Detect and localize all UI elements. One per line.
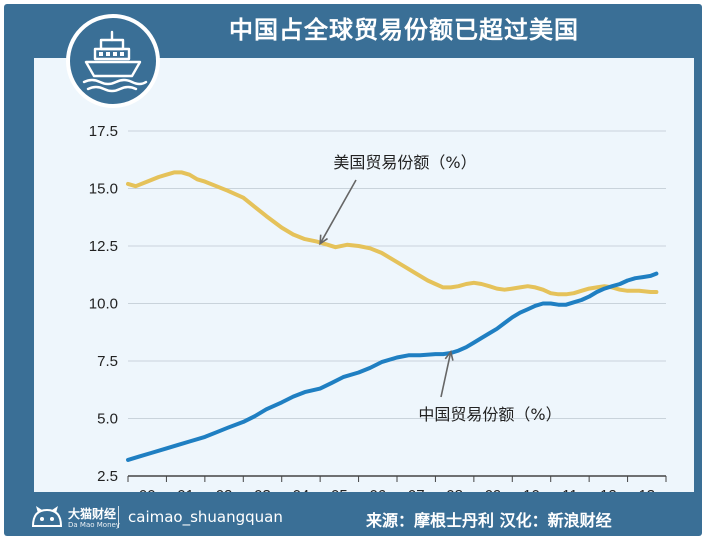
usa-share-line xyxy=(126,170,659,297)
x-tick-label: 08 xyxy=(446,487,463,492)
y-tick-label: 17.5 xyxy=(89,123,118,140)
x-tick-label: 11 xyxy=(562,487,578,492)
china-series-label: 中国贸易份额（%） xyxy=(418,405,561,424)
cat-logo-icon xyxy=(31,506,63,527)
y-tick-label: 12.5 xyxy=(89,238,118,255)
china-share-line xyxy=(126,271,659,462)
ship-icon xyxy=(82,30,148,93)
x-tick-label: 05 xyxy=(331,487,348,492)
x-tick-label: 13 xyxy=(638,487,655,492)
x-tick-label: 12 xyxy=(600,487,617,492)
usa-series-label: 美国贸易份额（%） xyxy=(333,153,476,172)
x-tick-label: 09 xyxy=(485,487,502,492)
page-title: 中国占全球贸易份额已超过美国 xyxy=(229,16,579,44)
y-tick-label: 10.0 xyxy=(89,296,118,313)
x-tick-label: 01 xyxy=(177,487,194,492)
infographic-frame: 中国占全球贸易份额已超过美国 2.5 5.0 7.5 10.0 12.5 15.0 17.5… xyxy=(4,4,702,536)
usa-series-arrow xyxy=(319,179,357,246)
brand-name: 大猫财经 xyxy=(68,507,117,521)
plot-panel: 2.5 5.0 7.5 10.0 12.5 15.0 17.5 00 01 02 03 04 05 06 0… xyxy=(34,58,694,492)
source-credit: 来源：摩根士丹利 汉化：新浪财经 xyxy=(366,511,612,530)
x-tick-label: 00 xyxy=(139,487,156,492)
y-tick-label: 7.5 xyxy=(97,353,118,370)
china-series-arrow xyxy=(440,350,454,398)
x-tick-label: 07 xyxy=(408,487,425,492)
x-tick-label: 03 xyxy=(254,487,271,492)
x-tick-label: 10 xyxy=(523,487,540,492)
y-tick-label: 15.0 xyxy=(89,181,118,198)
x-tick-label: 02 xyxy=(216,487,233,492)
brand-subtitle: Da Mao Money xyxy=(68,521,120,529)
footer: 大猫财经 Da Mao Money caimao_shuangquan 来源：摩… xyxy=(4,498,702,536)
social-handle: caimao_shuangquan xyxy=(128,508,283,526)
x-tick-label: 06 xyxy=(369,487,386,492)
y-tick-label: 2.5 xyxy=(97,468,118,485)
trade-share-chart: 2.5 5.0 7.5 10.0 12.5 15.0 17.5 00 01 02 03 04 05 06 0… xyxy=(89,123,667,492)
logo-badge xyxy=(66,14,160,108)
x-tick-label: 04 xyxy=(293,487,310,492)
y-tick-label: 5.0 xyxy=(97,411,118,428)
footer-divider xyxy=(118,506,119,528)
